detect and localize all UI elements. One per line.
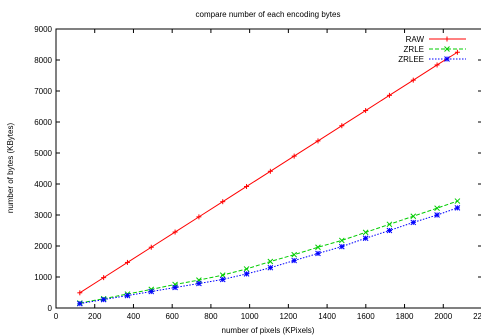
legend-label-zrle: ZRLE <box>404 45 424 54</box>
x-tick-label: 400 <box>127 312 141 321</box>
data-point-zrle <box>243 266 250 272</box>
data-point-raw <box>77 290 83 296</box>
series-layer <box>76 49 461 307</box>
data-point-zrle <box>315 244 321 251</box>
data-point-zrlee <box>219 276 226 283</box>
legend-marker-zrle <box>444 46 450 52</box>
data-point-raw <box>101 275 107 281</box>
series-line-zrlee <box>79 207 458 305</box>
x-tick-label: 800 <box>204 312 218 321</box>
x-tick-label: 0 <box>54 312 59 321</box>
series-line-zrle <box>79 200 458 304</box>
chart-title: compare number of each encoding bytes <box>196 10 341 19</box>
data-point-raw <box>315 138 321 144</box>
x-tick-label: 1000 <box>241 312 259 321</box>
data-point-zrlee <box>148 288 155 295</box>
series-line-raw <box>79 51 458 294</box>
x-tick-label: 200 <box>88 312 102 321</box>
data-point-raw <box>267 168 273 174</box>
data-point-raw <box>339 123 345 129</box>
data-point-zrlee <box>386 227 393 234</box>
x-tick-label: 1600 <box>357 312 375 321</box>
x-tick-label: 1200 <box>279 312 297 321</box>
y-tick-label: 2000 <box>34 242 52 251</box>
y-tick-label: 1000 <box>34 273 52 282</box>
x-tick-label: 2000 <box>434 312 452 321</box>
data-point-zrle <box>386 221 393 228</box>
data-point-raw <box>244 183 250 189</box>
data-point-zrlee <box>76 300 83 307</box>
data-point-raw <box>386 92 392 98</box>
x-axis: 0 200 400 600 800 1000 1200 1400 1600 1800 2000 220… <box>54 29 481 321</box>
x-tick-label: 1400 <box>318 312 336 321</box>
data-point-zrlee <box>454 205 461 211</box>
data-point-raw <box>410 77 416 83</box>
y-axis: 0 1000 2000 3000 4000 5000 6000 7000 8000 9000 <box>34 25 481 313</box>
data-point-raw <box>124 259 130 265</box>
legend-marker-zrlee <box>444 56 450 62</box>
data-point-zrle <box>291 251 298 258</box>
y-tick-label: 4000 <box>34 180 52 189</box>
data-point-zrlee <box>315 250 321 257</box>
x-tick-label: 1800 <box>396 312 414 321</box>
data-point-zrle <box>410 213 417 220</box>
data-point-raw <box>148 244 154 250</box>
data-point-raw <box>291 153 297 159</box>
data-point-raw <box>434 62 440 68</box>
legend-label-raw: RAW <box>406 35 425 44</box>
data-point-zrlee <box>291 257 298 264</box>
data-point-raw <box>172 229 178 235</box>
y-tick-label: 9000 <box>34 25 52 34</box>
data-point-zrlee <box>338 243 345 250</box>
y-tick-label: 6000 <box>34 118 52 127</box>
data-point-zrlee <box>100 296 107 303</box>
legend-label-zrlee: ZRLEE <box>398 55 424 64</box>
data-point-zrlee <box>243 271 250 277</box>
y-tick-label: 8000 <box>34 56 52 65</box>
data-point-zrlee <box>124 292 131 299</box>
y-tick-label: 3000 <box>34 211 52 220</box>
data-point-zrlee <box>196 280 202 287</box>
data-point-zrlee <box>434 212 440 218</box>
data-point-zrlee <box>172 284 178 291</box>
data-point-raw <box>363 108 369 114</box>
data-point-zrle <box>454 198 461 204</box>
data-point-raw <box>454 49 460 55</box>
y-tick-label: 7000 <box>34 87 52 96</box>
plot-frame <box>55 28 481 309</box>
data-point-zrle <box>338 237 345 244</box>
legend-marker-raw <box>444 36 450 42</box>
data-point-zrle <box>362 229 369 236</box>
data-point-zrlee <box>410 219 417 226</box>
x-axis-label: number of pixels (KPixels) <box>222 326 315 335</box>
data-point-zrle <box>219 272 226 278</box>
data-point-zrle <box>434 205 440 212</box>
y-tick-label: 5000 <box>34 149 52 158</box>
data-point-zrlee <box>267 264 274 271</box>
data-point-zrlee <box>362 235 369 242</box>
data-point-raw <box>196 214 202 220</box>
y-tick-label: 0 <box>48 304 53 313</box>
x-tick-label: 2200 <box>473 312 481 321</box>
y-axis-label: number of bytes (KBytes) <box>6 123 15 214</box>
x-tick-label: 600 <box>166 312 180 321</box>
data-point-raw <box>220 199 226 205</box>
data-point-zrle <box>267 258 274 265</box>
